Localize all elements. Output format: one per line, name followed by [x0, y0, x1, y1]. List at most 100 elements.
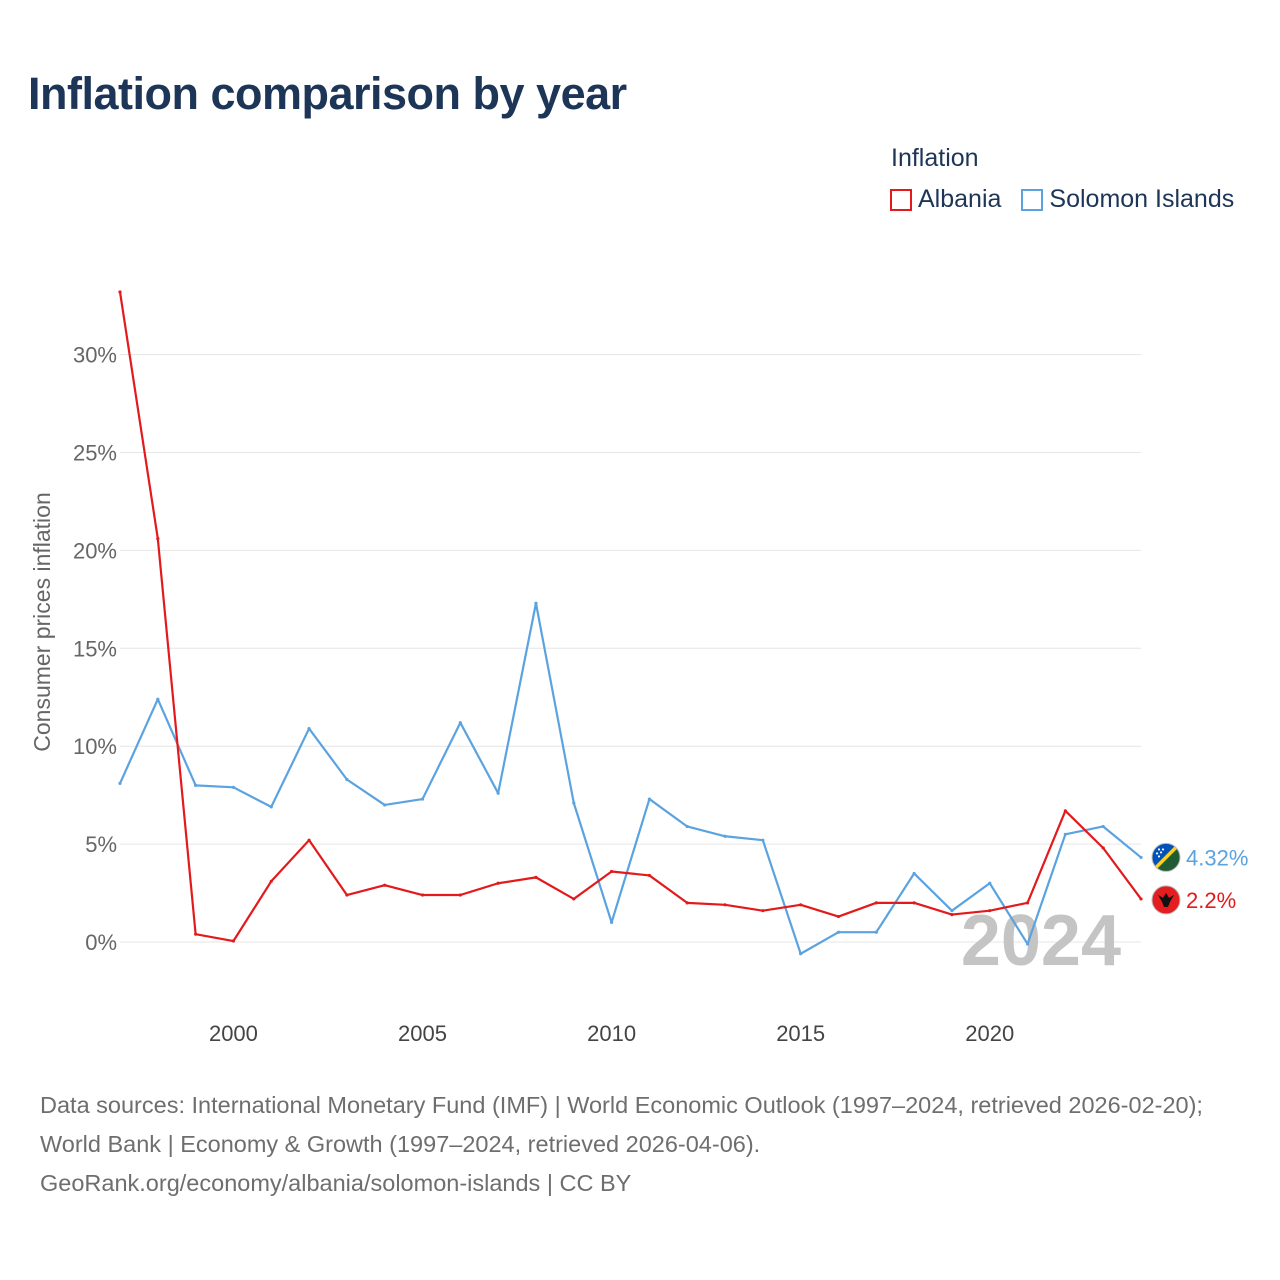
eagle-icon [1158, 892, 1174, 907]
data-sources-footer: Data sources: International Monetary Fun… [40, 1086, 1250, 1203]
y-tick-label: 30% [73, 343, 117, 368]
flag-star [1159, 851, 1163, 854]
data-point-solomon-islands [761, 838, 765, 842]
y-axis-label: Consumer prices inflation [29, 492, 55, 752]
data-point-albania [723, 903, 727, 907]
data-point-solomon-islands [1101, 824, 1105, 829]
x-tick-label: 2000 [209, 1021, 258, 1046]
data-point-albania [534, 875, 538, 879]
end-value-label-solomon-islands: 4.32% [1186, 845, 1248, 870]
flag-star [1157, 855, 1161, 858]
data-point-albania [1063, 809, 1067, 813]
data-point-solomon-islands [647, 797, 652, 801]
data-point-albania [231, 939, 236, 943]
flag-border [1151, 842, 1181, 872]
data-point-albania [912, 901, 916, 905]
data-point-albania [420, 893, 425, 897]
x-tick-label: 2015 [776, 1021, 825, 1046]
series-line-albania [118, 291, 1142, 943]
data-point-solomon-islands [609, 920, 614, 925]
data-point-solomon-islands [799, 952, 803, 956]
x-axis-ticks: 2000 2005 2010 2015 2020 [209, 1021, 1014, 1046]
data-point-albania [572, 897, 576, 901]
data-point-solomon-islands [1025, 942, 1030, 946]
y-tick-label: 20% [73, 538, 117, 563]
data-point-solomon-islands [345, 777, 349, 782]
data-point-solomon-islands [269, 805, 273, 809]
legend-label-solomon-islands: Solomon Islands [1049, 185, 1235, 213]
data-point-albania [950, 912, 954, 917]
data-point-solomon-islands [836, 930, 841, 934]
data-point-solomon-islands [420, 797, 425, 801]
series-end-markers: 2.2% 4.32% [1151, 842, 1248, 915]
data-point-albania [496, 881, 500, 885]
data-point-albania [383, 883, 387, 887]
series-line-solomon-islands [118, 602, 1142, 955]
current-year-label: 2024 [961, 901, 1121, 981]
data-point-albania [156, 537, 160, 541]
data-point-solomon-islands [496, 791, 500, 795]
data-point-albania [307, 838, 311, 842]
y-tick-label: 15% [73, 636, 117, 661]
data-point-solomon-islands [988, 881, 992, 885]
data-point-solomon-islands [307, 726, 311, 731]
data-point-solomon-islands [685, 824, 689, 829]
data-point-albania [647, 873, 652, 878]
data-point-solomon-islands [723, 834, 727, 838]
data-point-solomon-islands [156, 697, 160, 701]
data-point-albania [458, 893, 462, 897]
chart-title: Inflation comparison by year [28, 68, 627, 119]
y-tick-label: 10% [73, 734, 117, 759]
footer-sources: Data sources: International Monetary Fun… [40, 1092, 1203, 1157]
legend-title: Inflation [891, 144, 979, 172]
data-point-albania [874, 901, 878, 905]
data-point-albania [685, 901, 689, 905]
y-tick-label: 5% [85, 832, 117, 857]
legend-item-albania[interactable]: Albania [890, 185, 1001, 214]
data-point-albania [194, 932, 198, 936]
data-point-albania [1025, 901, 1030, 905]
x-tick-label: 2005 [398, 1021, 447, 1046]
data-point-albania [1101, 846, 1105, 850]
x-tick-label: 2010 [587, 1021, 636, 1046]
grid [120, 354, 1141, 943]
y-tick-label: 25% [73, 441, 117, 466]
data-point-albania [345, 893, 349, 897]
data-point-solomon-islands [231, 785, 236, 789]
data-point-albania [609, 869, 614, 874]
flag-star [1161, 848, 1165, 851]
end-marker-albania [1151, 885, 1181, 915]
legend-swatch-albania [890, 188, 912, 211]
data-point-solomon-islands [572, 801, 576, 805]
data-point-albania [1139, 897, 1143, 901]
data-point-albania [799, 903, 803, 907]
data-point-solomon-islands [194, 783, 198, 787]
flag-star [1157, 848, 1161, 851]
footer-attribution[interactable]: GeoRank.org/economy/albania/solomon-isla… [40, 1170, 632, 1196]
legend-item-solomon-islands[interactable]: Solomon Islands [1021, 185, 1234, 214]
solomon-islands-flag-icon [1152, 843, 1180, 872]
data-point-albania [269, 879, 273, 883]
data-point-albania [118, 290, 122, 294]
series-lines [118, 290, 1143, 956]
end-value-label-albania: 2.2% [1186, 888, 1236, 913]
y-axis-ticks: 0% 5% 10% 15% 20% 25% 30% [73, 343, 117, 955]
legend: Albania Solomon Islands [890, 185, 1234, 214]
data-point-solomon-islands [874, 930, 878, 934]
end-marker-solomon-islands [1151, 842, 1181, 872]
data-point-albania [761, 909, 765, 913]
legend-label-albania: Albania [918, 185, 1002, 213]
data-point-solomon-islands [118, 781, 122, 786]
y-tick-label: 0% [85, 930, 117, 955]
data-point-solomon-islands [534, 601, 538, 605]
data-point-albania [988, 909, 992, 913]
line-chart: 0% 5% 10% 15% 20% 25% 30% 2000 2005 2010 2015 2020… [29, 290, 1248, 1046]
data-point-solomon-islands [912, 871, 916, 876]
data-point-solomon-islands [950, 909, 954, 913]
data-point-solomon-islands [383, 803, 387, 807]
data-point-solomon-islands [1139, 855, 1143, 860]
data-point-solomon-islands [458, 721, 462, 725]
legend-swatch-solomon-islands [1021, 188, 1044, 211]
data-point-solomon-islands [1063, 832, 1067, 836]
flag-star [1155, 852, 1159, 855]
